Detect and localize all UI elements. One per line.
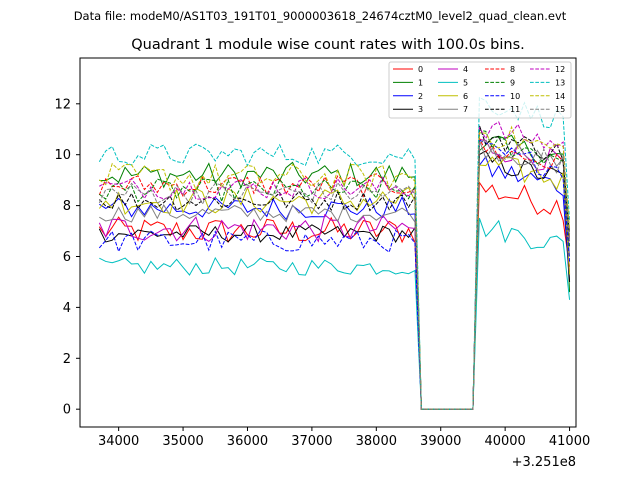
legend-label-10: 10: [510, 92, 520, 101]
legend-label-8: 8: [510, 65, 515, 74]
series-line-9: [99, 129, 571, 410]
y-tick-label: 0: [63, 403, 71, 418]
x-tick-label: 38000: [356, 434, 397, 449]
x-offset-label: +3.251e8: [512, 455, 576, 470]
chart-title: Quadrant 1 module wise count rates with …: [131, 37, 525, 53]
y-tick-label: 10: [54, 148, 71, 163]
series-line-11: [98, 125, 571, 410]
legend-label-2: 2: [418, 92, 423, 101]
y-tick-label: 2: [63, 352, 71, 367]
legend-label-7: 7: [463, 105, 468, 114]
legend-label-5: 5: [463, 78, 468, 87]
series-line-15: [98, 138, 571, 410]
legend-label-9: 9: [510, 78, 515, 87]
series-line-5: [99, 217, 571, 410]
x-tick-label: 37000: [291, 434, 332, 449]
y-tick-label: 6: [63, 250, 71, 265]
plot-area: [98, 96, 571, 410]
series-line-6: [98, 156, 571, 410]
x-tick-label: 35000: [162, 434, 203, 449]
axes: 34000 35000 36000 37000 38000 39000 40000 41000…: [54, 57, 590, 449]
figure-suptitle: Data file: modeM0/AS1T03_191T01_90000036…: [74, 9, 567, 23]
y-tick-label: 4: [63, 301, 71, 316]
y-tick-label: 8: [63, 199, 71, 214]
legend-label-1: 1: [418, 78, 423, 87]
legend-label-13: 13: [555, 78, 565, 87]
plot-frame: [79, 57, 577, 428]
y-tick-label: 12: [54, 97, 71, 112]
series-line-13: [98, 96, 571, 410]
series-line-8: [98, 137, 571, 410]
legend-label-12: 12: [555, 65, 565, 74]
legend-label-15: 15: [555, 105, 565, 114]
legend-label-3: 3: [418, 105, 423, 114]
series-line-4: [98, 138, 571, 410]
legend-label-11: 11: [510, 105, 520, 114]
series-line-7: [99, 139, 571, 410]
series-line-12: [99, 121, 571, 410]
x-tick-label: 41000: [549, 434, 590, 449]
legend-label-6: 6: [463, 92, 468, 101]
legend-label-4: 4: [463, 65, 468, 74]
x-tick-label: 34000: [98, 434, 139, 449]
series-line-10: [98, 139, 571, 410]
x-tick-label: 36000: [227, 434, 268, 449]
series-line-0: [98, 180, 571, 410]
legend-label-14: 14: [555, 92, 565, 101]
legend-box: [388, 61, 572, 119]
x-tick-label: 40000: [484, 434, 525, 449]
series-line-14: [99, 125, 571, 410]
x-tick-label: 39000: [420, 434, 461, 449]
legend-label-0: 0: [418, 65, 423, 74]
